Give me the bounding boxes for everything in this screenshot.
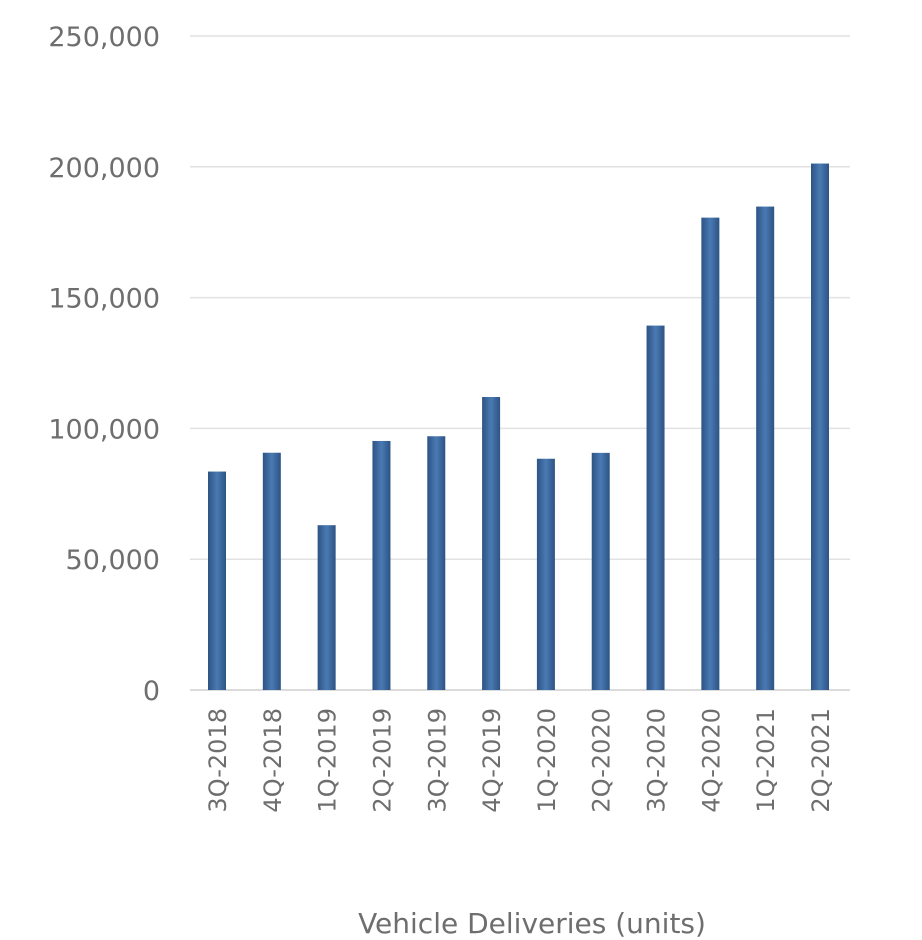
x-tick-label: 3Q-2018 [204, 708, 232, 813]
y-tick-label: 200,000 [48, 153, 160, 184]
x-tick-label: 3Q-2019 [423, 708, 451, 813]
x-tick-label: 1Q-2019 [314, 708, 342, 813]
y-axis-tick-labels: 0 50,000 100,000 150,000 200,000 250,000 [48, 22, 160, 707]
bar-2Q-2021 [811, 163, 829, 690]
bar-1Q-2019 [317, 525, 336, 690]
bar-4Q-2018 [262, 452, 281, 690]
bar-2Q-2020 [591, 452, 610, 690]
x-tick-label: 4Q-2019 [478, 708, 506, 813]
bar-4Q-2020 [701, 217, 720, 690]
bar-3Q-2018 [208, 471, 226, 690]
x-tick-label: 1Q-2021 [752, 708, 780, 813]
x-axis-label: Vehicle Deliveries (units) [358, 907, 706, 940]
y-tick-label: 150,000 [48, 284, 160, 315]
x-tick-label: 4Q-2018 [259, 708, 287, 813]
y-tick-label: 250,000 [48, 22, 160, 53]
gridlines [190, 35, 850, 691]
x-tick-label: 3Q-2020 [643, 708, 671, 813]
y-tick-label: 50,000 [66, 545, 160, 576]
x-tick-label: 2Q-2019 [368, 708, 396, 813]
x-axis-tick-labels: 3Q-2018 4Q-2018 1Q-2019 2Q-2019 3Q-2019 4Q-20… [204, 708, 835, 813]
y-tick-label: 0 [143, 676, 160, 707]
x-tick-label: 1Q-2020 [533, 708, 561, 813]
bar-1Q-2021 [756, 206, 775, 690]
bar-4Q-2019 [482, 397, 501, 690]
x-tick-label: 2Q-2020 [588, 708, 616, 813]
x-tick-label: 2Q-2021 [807, 708, 835, 813]
bar-3Q-2019 [427, 436, 446, 690]
bar-1Q-2020 [536, 458, 555, 690]
y-tick-label: 100,000 [48, 414, 160, 445]
bar-3Q-2020 [646, 325, 665, 690]
bars [208, 163, 829, 690]
bar-2Q-2019 [372, 440, 391, 690]
x-tick-label: 4Q-2020 [697, 708, 725, 813]
